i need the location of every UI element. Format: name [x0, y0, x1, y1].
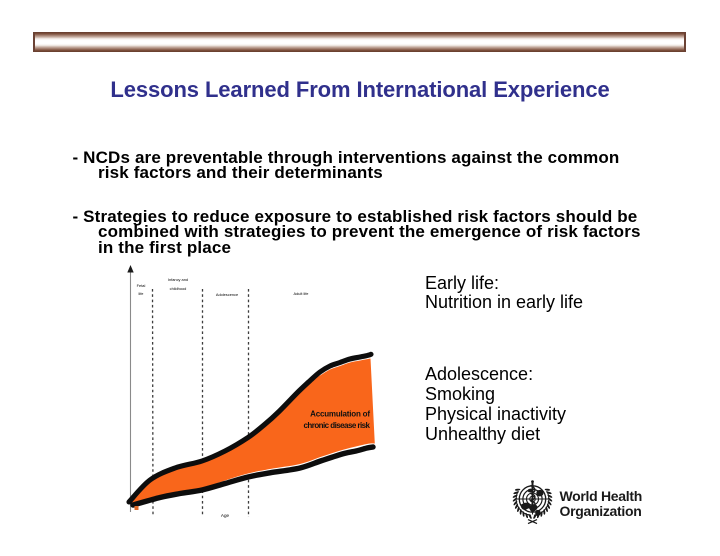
svg-text:Adult life: Adult life: [294, 291, 309, 296]
svg-text:Fetal: Fetal: [137, 283, 146, 288]
svg-text:childhood: childhood: [170, 286, 187, 291]
svg-text:Accumulation of: Accumulation of: [310, 409, 370, 418]
svg-text:life: life: [139, 291, 144, 296]
svg-text:Infancy and: Infancy and: [168, 277, 188, 282]
svg-text:Age: Age: [221, 513, 230, 518]
svg-text:Adolescence: Adolescence: [216, 292, 238, 297]
svg-text:chronic disease risk: chronic disease risk: [304, 421, 371, 430]
